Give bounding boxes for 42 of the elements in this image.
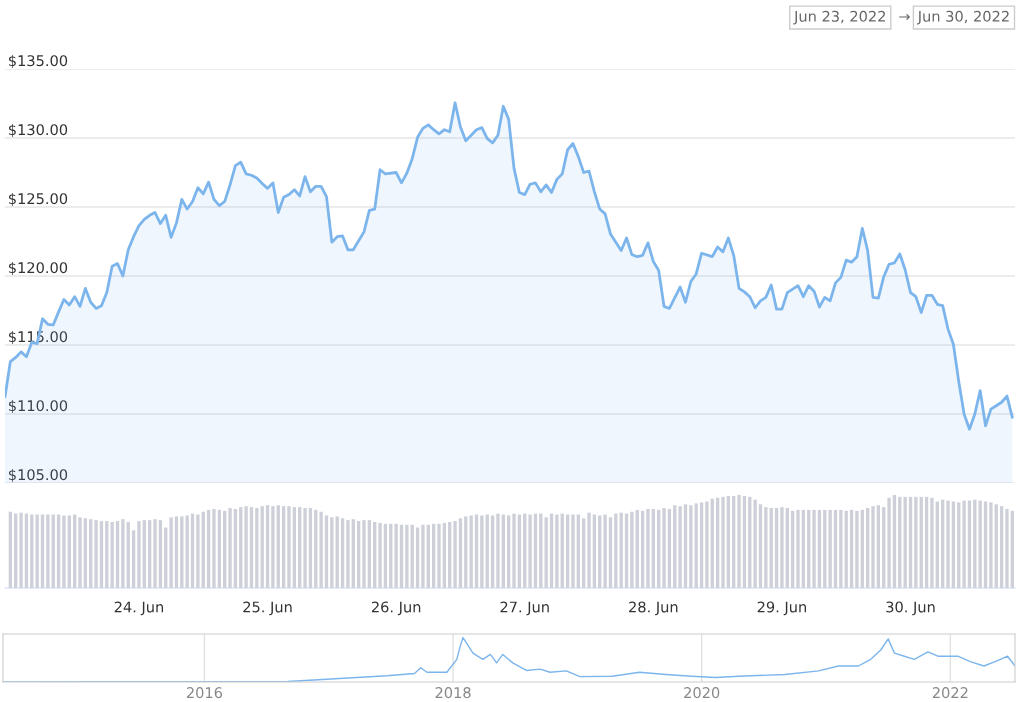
- x-tick-label: 30. Jun: [886, 601, 935, 616]
- x-tick-label: 25. Jun: [243, 601, 292, 616]
- bar: [946, 500, 950, 588]
- bar: [571, 514, 575, 588]
- x-tick-label: 28. Jun: [629, 601, 678, 616]
- bar: [871, 506, 875, 588]
- bar: [137, 521, 141, 588]
- bar: [796, 509, 800, 588]
- x-tick-label: 29. Jun: [757, 601, 806, 616]
- x-tick-label: 24. Jun: [114, 601, 164, 616]
- bar: [153, 519, 157, 588]
- bar: [303, 508, 307, 588]
- bar: [930, 497, 934, 588]
- bar: [737, 495, 741, 588]
- bar: [362, 520, 366, 588]
- y-tick-label: $105.00: [8, 468, 68, 483]
- x-tick-label: 2018: [435, 687, 471, 699]
- bar: [78, 517, 82, 588]
- bar: [1005, 508, 1009, 588]
- x-tick-label: 2022: [932, 687, 968, 699]
- bar: [287, 506, 291, 588]
- bar: [512, 513, 516, 588]
- bar: [212, 508, 216, 588]
- y-tick-label: $120.00: [8, 261, 68, 276]
- y-tick-label: $110.00: [8, 399, 68, 414]
- x-tick-label: 2020: [684, 687, 720, 699]
- y-tick-label: $135.00: [8, 54, 68, 69]
- text: Jun 23, 2022: [793, 10, 885, 25]
- bar: [721, 496, 725, 588]
- x-tick-label: 2016: [186, 687, 223, 699]
- bar: [496, 513, 500, 588]
- bar: [646, 508, 650, 588]
- y-tick-label: $125.00: [8, 192, 68, 207]
- x-tick-label: 27. Jun: [500, 601, 549, 616]
- bar: [587, 512, 591, 588]
- text: →: [899, 13, 910, 21]
- x-tick-label: 26. Jun: [371, 601, 421, 616]
- bar: [662, 508, 666, 588]
- text: Jun 30, 2022: [917, 10, 1009, 25]
- bar: [437, 523, 441, 588]
- y-tick-label: $130.00: [8, 123, 68, 138]
- bar: [228, 508, 232, 588]
